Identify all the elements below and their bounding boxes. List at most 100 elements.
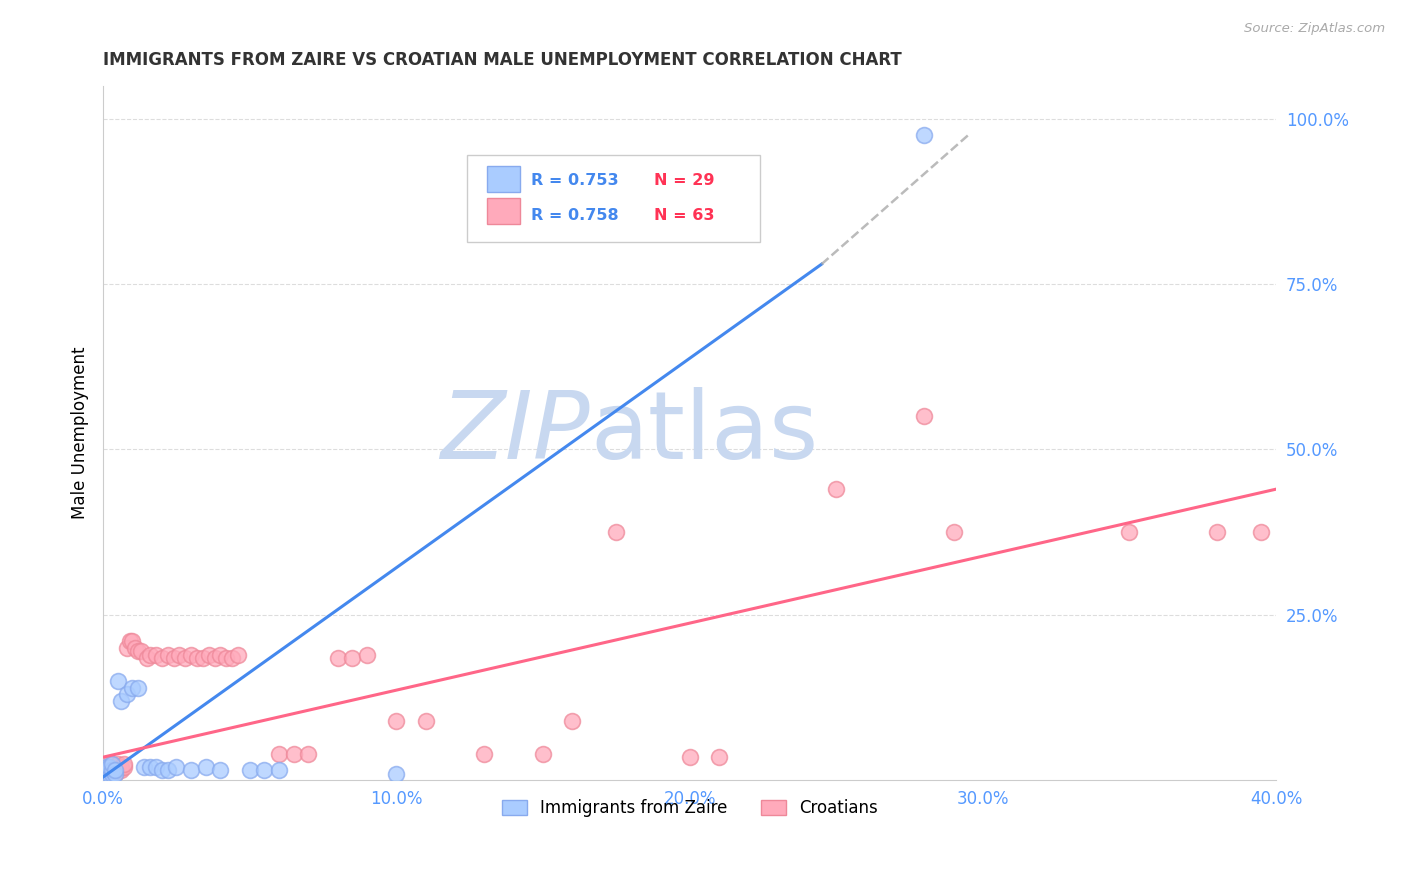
Point xyxy=(94,764,117,778)
Point xyxy=(110,764,132,778)
Point xyxy=(180,648,202,662)
Point xyxy=(104,766,127,780)
Point xyxy=(162,651,184,665)
Point xyxy=(101,760,124,774)
Point xyxy=(150,764,173,778)
Legend: Immigrants from Zaire, Croatians: Immigrants from Zaire, Croatians xyxy=(495,793,884,824)
Point xyxy=(98,760,121,774)
Point xyxy=(1250,525,1272,540)
Point xyxy=(472,747,495,761)
Point xyxy=(912,409,935,424)
Point xyxy=(98,766,121,780)
Point xyxy=(107,760,129,774)
Point xyxy=(215,651,238,665)
Point xyxy=(253,764,276,778)
Point xyxy=(531,747,554,761)
Point xyxy=(145,760,167,774)
Point xyxy=(94,760,117,774)
Point xyxy=(221,651,243,665)
Text: N = 29: N = 29 xyxy=(654,173,714,188)
Point xyxy=(107,674,129,689)
Point xyxy=(101,766,124,780)
Point xyxy=(165,760,187,774)
Point xyxy=(94,766,117,780)
Point xyxy=(912,128,935,143)
Point xyxy=(174,651,197,665)
Point xyxy=(104,760,127,774)
Point xyxy=(150,651,173,665)
Point xyxy=(156,648,179,662)
Point xyxy=(561,714,583,728)
Point xyxy=(112,756,135,771)
Point xyxy=(326,651,349,665)
Point xyxy=(98,764,121,778)
Point xyxy=(107,756,129,771)
Point xyxy=(942,525,965,540)
Bar xyxy=(486,166,520,192)
Text: atlas: atlas xyxy=(591,387,818,479)
Point xyxy=(145,648,167,662)
Point xyxy=(118,634,141,648)
Point xyxy=(127,644,149,658)
Point xyxy=(191,651,214,665)
Point xyxy=(204,651,226,665)
Text: Source: ZipAtlas.com: Source: ZipAtlas.com xyxy=(1244,22,1385,36)
Y-axis label: Male Unemployment: Male Unemployment xyxy=(72,347,89,519)
Text: N = 63: N = 63 xyxy=(654,209,714,224)
Point xyxy=(239,764,262,778)
FancyBboxPatch shape xyxy=(467,155,761,242)
Point xyxy=(415,714,437,728)
Point xyxy=(136,651,159,665)
Point xyxy=(356,648,378,662)
Point xyxy=(297,747,319,761)
Point xyxy=(101,764,124,778)
Point xyxy=(115,687,138,701)
Point xyxy=(101,766,124,780)
Text: IMMIGRANTS FROM ZAIRE VS CROATIAN MALE UNEMPLOYMENT CORRELATION CHART: IMMIGRANTS FROM ZAIRE VS CROATIAN MALE U… xyxy=(103,51,901,69)
Point xyxy=(139,760,162,774)
Point xyxy=(156,764,179,778)
Point xyxy=(129,644,152,658)
Point xyxy=(169,648,191,662)
Point xyxy=(825,482,848,496)
Point xyxy=(110,694,132,708)
Point xyxy=(605,525,627,540)
Point xyxy=(98,764,121,778)
Point xyxy=(104,766,127,780)
Point xyxy=(98,756,121,771)
Text: R = 0.758: R = 0.758 xyxy=(531,209,619,224)
Point xyxy=(226,648,249,662)
Point xyxy=(98,760,121,774)
Point xyxy=(209,764,232,778)
Point xyxy=(283,747,305,761)
Point xyxy=(107,764,129,778)
Point xyxy=(121,681,143,695)
Point xyxy=(267,747,290,761)
Point xyxy=(385,714,408,728)
Point xyxy=(707,750,730,764)
Point xyxy=(1118,525,1140,540)
Text: R = 0.753: R = 0.753 xyxy=(531,173,619,188)
Point xyxy=(124,640,146,655)
Point xyxy=(186,651,208,665)
Point xyxy=(209,648,232,662)
Point xyxy=(115,640,138,655)
Point xyxy=(678,750,700,764)
Point xyxy=(197,648,219,662)
Point xyxy=(101,756,124,771)
Point xyxy=(385,766,408,780)
Point xyxy=(112,760,135,774)
Point xyxy=(121,634,143,648)
Point xyxy=(342,651,364,665)
Point xyxy=(180,764,202,778)
Point xyxy=(194,760,217,774)
Text: ZIP: ZIP xyxy=(440,387,591,478)
Point xyxy=(110,760,132,774)
Point xyxy=(101,756,124,771)
Point xyxy=(1206,525,1229,540)
Point xyxy=(98,766,121,780)
Point xyxy=(101,764,124,778)
Bar xyxy=(486,198,520,224)
Point xyxy=(139,648,162,662)
Point xyxy=(94,766,117,780)
